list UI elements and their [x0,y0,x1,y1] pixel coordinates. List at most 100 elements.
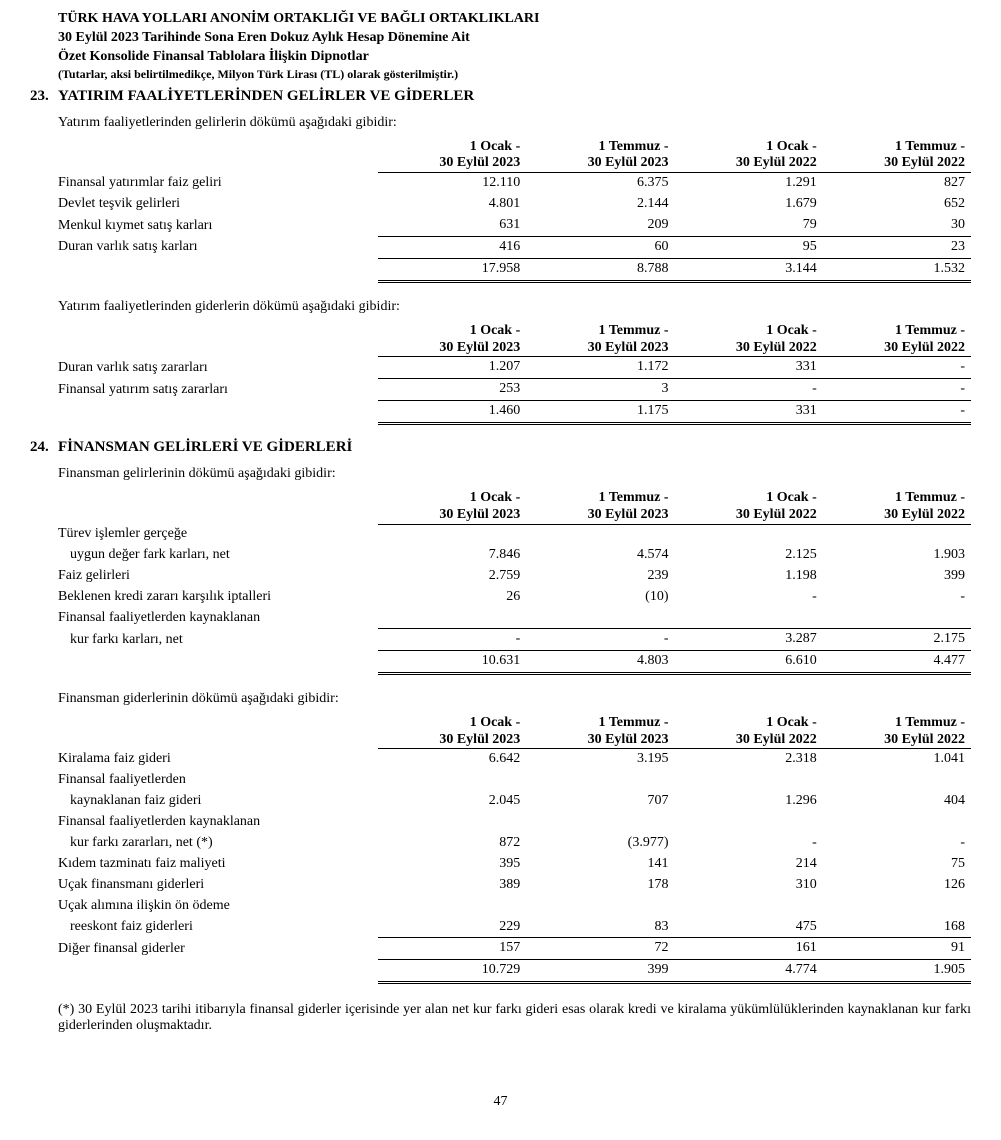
row-label: reeskont faiz giderleri [58,917,378,938]
table-total-row: 17.9588.7883.1441.532 [58,258,971,281]
row-label: Kıdem tazminatı faiz maliyeti [58,854,378,875]
table-row: Beklenen kredi zararı karşılık iptalleri… [58,587,971,608]
note-24-heading: 24. FİNANSMAN GELİRLERİ VE GİDERLERİ [30,439,971,456]
cell-value: 1.172 [526,357,674,379]
col-header: 1 Temmuz -30 Eylül 2023 [526,490,674,524]
cell-value: 141 [526,854,674,875]
cell-value: 7.846 [378,545,526,566]
cell-value: 95 [675,236,823,258]
cell-value: 631 [378,215,526,236]
row-label: Menkul kıymet satış karları [58,215,378,236]
note-24-expense-intro: Finansman giderlerinin dökümü aşağıdaki … [58,691,971,707]
cell-value: 126 [823,875,971,896]
row-label: Finansal yatırımlar faiz geliri [58,173,378,194]
cell-value: 2.144 [526,194,674,215]
table-body: Duran varlık satış zararları1.2071.17233… [58,357,971,424]
table-row: Finansal faaliyetlerden kaynaklanan [58,812,971,833]
cell-value: 239 [526,566,674,587]
cell-value: - [378,629,526,651]
cell-total: 331 [675,401,823,424]
col-header: 1 Temmuz -30 Eylül 2023 [526,323,674,357]
cell-value: 4.574 [526,545,674,566]
row-label: Finansal faaliyetlerden kaynaklanan [58,608,378,629]
cell-value: 1.207 [378,357,526,379]
cell-value: 26 [378,587,526,608]
row-label: Diğer finansal giderler [58,938,378,960]
cell-total: 10.729 [378,960,526,983]
table-row: Finansal yatırım satış zararları2533-- [58,379,971,401]
col-header: 1 Ocak -30 Eylül 2023 [378,323,526,357]
table-row: Finansal faaliyetlerden kaynaklanan [58,608,971,629]
cell-value: 331 [675,357,823,379]
cell-value: 1.903 [823,545,971,566]
cell-value: - [526,629,674,651]
row-label: Finansal faaliyetlerden [58,770,378,791]
table-row: Devlet teşvik gelirleri4.8012.1441.67965… [58,194,971,215]
cell-value: 214 [675,854,823,875]
note-23-heading: 23. YATIRIM FAALİYETLERİNDEN GELİRLER VE… [30,88,971,105]
cell-value: 2.318 [675,749,823,770]
cell-total: - [823,401,971,424]
cell-value: 872 [378,833,526,854]
cell-total: 6.610 [675,650,823,673]
table-row: Menkul kıymet satış karları6312097930 [58,215,971,236]
table-row: Duran varlık satış karları416609523 [58,236,971,258]
table-row: Kiralama faiz gideri6.6423.1952.3181.041 [58,749,971,770]
row-label: Finansal faaliyetlerden kaynaklanan [58,812,378,833]
cell-value: 75 [823,854,971,875]
cell-value: 209 [526,215,674,236]
row-label: Uçak alımına ilişkin ön ödeme [58,896,378,917]
cell-total: 1.175 [526,401,674,424]
row-label: Kiralama faiz gideri [58,749,378,770]
cell-total: 4.803 [526,650,674,673]
cell-total: 4.774 [675,960,823,983]
table-row: kur farkı zararları, net (*)872(3.977)-- [58,833,971,854]
note-24-income-table: 1 Ocak -30 Eylül 2023 1 Temmuz -30 Eylül… [58,490,971,675]
col-header: 1 Ocak -30 Eylül 2022 [675,715,823,749]
row-label: Duran varlık satış zararları [58,357,378,379]
row-label: Uçak finansmanı giderleri [58,875,378,896]
cell-value: 1.041 [823,749,971,770]
cell-value: 168 [823,917,971,938]
cell-value: - [675,379,823,401]
col-header: 1 Ocak -30 Eylül 2022 [675,139,823,173]
note-number: 23. [30,88,58,105]
cell-value: 83 [526,917,674,938]
row-label: Türev işlemler gerçeğe [58,524,378,545]
col-header: 1 Temmuz -30 Eylül 2023 [526,715,674,749]
cell-value: 1.296 [675,791,823,812]
col-header: 1 Temmuz -30 Eylül 2023 [526,139,674,173]
cell-value: 60 [526,236,674,258]
col-header: 1 Temmuz -30 Eylül 2022 [823,323,971,357]
table-body: Finansal yatırımlar faiz geliri12.1106.3… [58,173,971,281]
row-label: Faiz gelirleri [58,566,378,587]
table-row: Faiz gelirleri2.7592391.198399 [58,566,971,587]
cell-value: (3.977) [526,833,674,854]
cell-value: 399 [823,566,971,587]
col-header: 1 Ocak -30 Eylül 2023 [378,715,526,749]
cell-value: 3.287 [675,629,823,651]
cell-total: 10.631 [378,650,526,673]
header-subtitle: Özet Konsolide Finansal Tablolara İlişki… [58,48,971,67]
cell-total: 17.958 [378,258,526,281]
table-total-row: 10.7293994.7741.905 [58,960,971,983]
cell-value: 1.679 [675,194,823,215]
cell-value: 72 [526,938,674,960]
cell-value: 2.125 [675,545,823,566]
row-label: kaynaklanan faiz gideri [58,791,378,812]
document-header: TÜRK HAVA YOLLARI ANONİM ORTAKLIĞI VE BA… [58,10,971,82]
cell-value: - [823,587,971,608]
cell-value: - [823,357,971,379]
note-23-expense-table: 1 Ocak -30 Eylül 2023 1 Temmuz -30 Eylül… [58,323,971,425]
cell-value: 12.110 [378,173,526,194]
cell-value: 827 [823,173,971,194]
cell-value: 652 [823,194,971,215]
cell-value: 91 [823,938,971,960]
cell-value: 23 [823,236,971,258]
cell-value: - [823,833,971,854]
cell-value: 404 [823,791,971,812]
cell-value: 2.045 [378,791,526,812]
table-total-row: 10.6314.8036.6104.477 [58,650,971,673]
note-23-income-intro: Yatırım faaliyetlerinden gelirlerin dökü… [58,115,971,131]
table-row: uygun değer fark karları, net7.8464.5742… [58,545,971,566]
